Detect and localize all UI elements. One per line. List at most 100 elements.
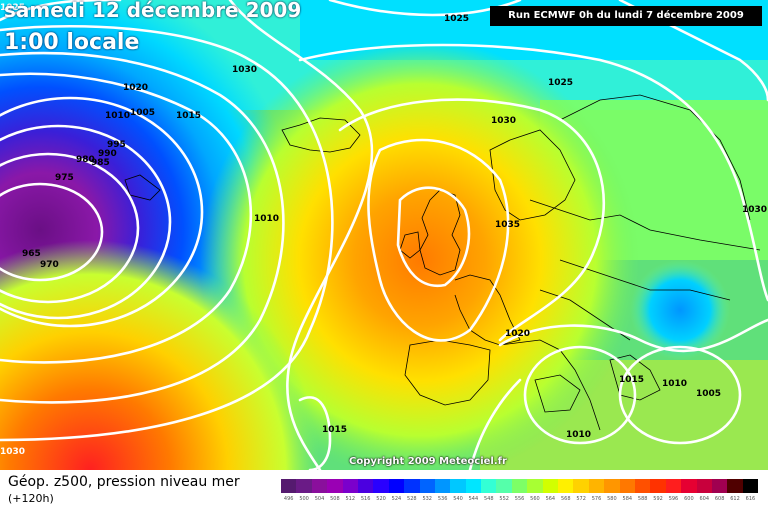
pressure-label: 985 xyxy=(91,158,110,168)
pressure-label: 1030 xyxy=(742,205,767,215)
color-swatch xyxy=(634,479,651,493)
legend-title: Géop. z500, pression niveau mer xyxy=(8,474,240,490)
pressure-labels: 1025 1025 1030 1030 1030 1020 1015 1010 … xyxy=(0,3,767,457)
scale-tick-label: 556 xyxy=(514,496,525,502)
color-swatch xyxy=(419,479,435,493)
color-swatch xyxy=(404,479,420,493)
scale-tick-label: 536 xyxy=(437,496,448,502)
color-swatch xyxy=(619,479,635,493)
scale-tick-label: 608 xyxy=(714,496,725,502)
scale-tick-label: 520 xyxy=(376,496,386,502)
scale-tick-label: 516 xyxy=(360,496,371,502)
cold-pool-east xyxy=(600,250,740,370)
pressure-label: 1030 xyxy=(491,116,516,126)
scale-tick-label: 544 xyxy=(468,496,479,502)
scale-tick-label: 496 xyxy=(283,496,294,502)
pressure-label: 1010 xyxy=(105,111,130,121)
color-swatch xyxy=(696,479,712,493)
pressure-label: 1030 xyxy=(232,65,257,75)
pressure-label: 1005 xyxy=(130,108,155,118)
color-swatch xyxy=(327,479,343,493)
scale-tick-label: 600 xyxy=(684,496,694,502)
color-swatch xyxy=(281,479,297,493)
color-swatch xyxy=(711,479,728,493)
scale-tick-label: 616 xyxy=(745,496,756,502)
scale-tick-label: 504 xyxy=(314,496,325,502)
color-swatch xyxy=(742,479,759,493)
color-swatch xyxy=(588,479,605,493)
forecast-time: 1:00 locale xyxy=(4,30,140,55)
pressure-label: 1020 xyxy=(505,329,530,339)
scale-tick-label: 596 xyxy=(668,496,679,502)
color-swatch xyxy=(496,479,512,493)
scale-tick-label: 584 xyxy=(622,496,633,502)
color-swatch xyxy=(665,479,682,493)
pressure-label: 1020 xyxy=(123,83,148,93)
scale-tick-label: 576 xyxy=(591,496,602,502)
pressure-label: 1015 xyxy=(176,111,201,121)
pressure-label: 1025 xyxy=(444,14,469,24)
color-swatch xyxy=(388,479,405,493)
color-swatch xyxy=(481,479,497,493)
color-swatch xyxy=(434,479,451,493)
pressure-label: 1010 xyxy=(662,379,687,389)
scale-tick-label: 532 xyxy=(422,496,432,502)
color-swatch xyxy=(650,479,666,493)
pressure-label: 1030 xyxy=(0,447,25,457)
legend-subtitle: (+120h) xyxy=(8,492,54,505)
scale-tick-label: 540 xyxy=(453,496,463,502)
color-swatch xyxy=(311,479,328,493)
scale-tick-label: 500 xyxy=(299,496,309,502)
pressure-label: 980 xyxy=(76,155,95,165)
pressure-label: 1035 xyxy=(495,220,520,230)
color-swatch xyxy=(727,479,743,493)
pressure-label: 970 xyxy=(40,260,59,270)
pressure-label: 1025 xyxy=(0,3,25,13)
scale-tick-label: 604 xyxy=(699,496,710,502)
copyright-text: Copyright 2009 Meteociel.fr xyxy=(349,456,507,467)
scale-tick-label: 612 xyxy=(730,496,740,502)
pressure-label: 1015 xyxy=(619,375,644,385)
scale-tick-label: 560 xyxy=(530,496,540,502)
pressure-label: 1015 xyxy=(322,425,347,435)
scale-tick-label: 512 xyxy=(345,496,356,502)
warm-sw-zone xyxy=(0,240,330,470)
scale-tick-label: 528 xyxy=(407,496,417,502)
forecast-date: samedi 12 décembre 2009 xyxy=(4,0,302,22)
color-swatch xyxy=(527,479,543,493)
coastlines xyxy=(124,94,761,431)
color-scale-ticks: 496 500 504 508 512 516 520 524 528 532 536 540 544 5… xyxy=(281,496,758,502)
pressure-label: 1010 xyxy=(254,214,279,224)
pressure-label: 1005 xyxy=(696,389,721,399)
color-swatch xyxy=(604,479,620,493)
scale-tick-label: 548 xyxy=(484,496,494,502)
scale-tick-label: 592 xyxy=(653,496,663,502)
color-swatch xyxy=(573,479,589,493)
color-swatch xyxy=(357,479,374,493)
scale-tick-label: 524 xyxy=(391,496,402,502)
scale-tick-label: 588 xyxy=(637,496,648,502)
scale-tick-label: 580 xyxy=(607,496,617,502)
color-swatch xyxy=(511,479,528,493)
color-swatch xyxy=(465,479,482,493)
scale-tick-label: 568 xyxy=(560,496,571,502)
run-info-box: Run ECMWF 0h du lundi 7 décembre 2009 xyxy=(490,6,762,26)
pressure-label: 1010 xyxy=(566,430,591,440)
color-swatch xyxy=(558,479,574,493)
pressure-label: 990 xyxy=(98,149,117,159)
pressure-label: 975 xyxy=(55,173,74,183)
scale-tick-label: 552 xyxy=(499,496,509,502)
isobars xyxy=(0,0,768,470)
pressure-label: 1025 xyxy=(548,78,573,88)
pressure-label: 965 xyxy=(22,249,41,259)
pressure-label: 995 xyxy=(107,140,126,150)
color-swatch xyxy=(681,479,697,493)
scale-tick-label: 564 xyxy=(545,496,556,502)
color-swatch xyxy=(450,479,466,493)
color-swatch xyxy=(542,479,559,493)
color-swatch xyxy=(373,479,389,493)
color-scale xyxy=(281,479,759,493)
scale-tick-label: 572 xyxy=(576,496,586,502)
weather-map: 1025 1025 1030 1030 1030 1020 1015 1010 … xyxy=(0,0,768,470)
color-swatch xyxy=(342,479,358,493)
